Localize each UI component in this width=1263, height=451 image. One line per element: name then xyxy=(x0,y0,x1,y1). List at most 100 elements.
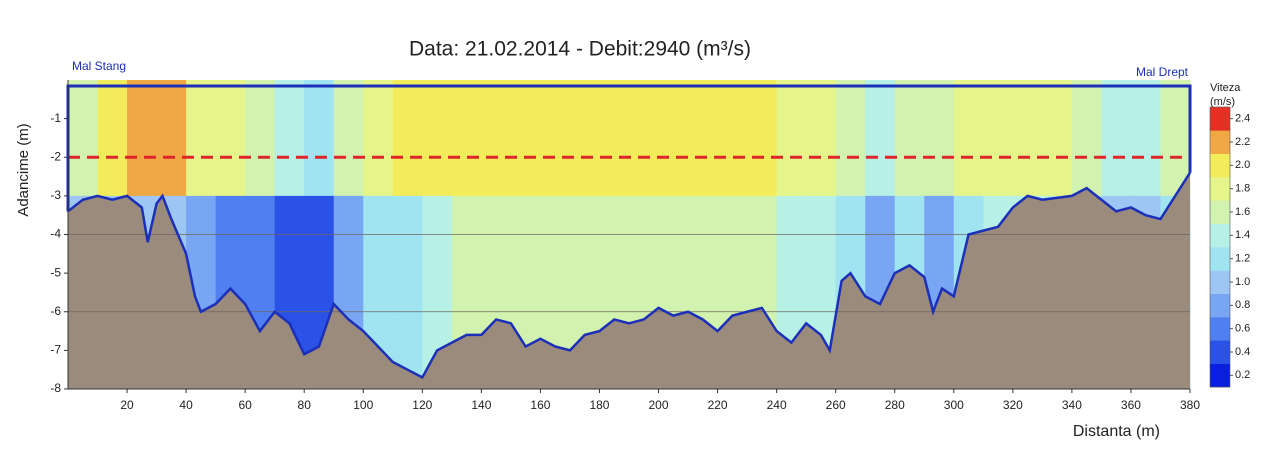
velocity-cell xyxy=(658,80,689,197)
colorbar-tick-label: 1.2 xyxy=(1235,253,1250,265)
colorbar-band xyxy=(1210,363,1230,388)
x-tick-label: 320 xyxy=(1003,398,1023,412)
velocity-cell xyxy=(97,80,128,197)
y-axis-label: Adancime (m) xyxy=(15,123,32,216)
x-tick-label: 220 xyxy=(708,398,728,412)
velocity-cell xyxy=(865,80,896,197)
velocity-cell xyxy=(392,195,423,390)
x-tick-label: 380 xyxy=(1180,398,1200,412)
y-tick-label: -6 xyxy=(50,304,61,318)
y-tick-label: -5 xyxy=(50,265,61,279)
velocity-cell xyxy=(392,80,423,197)
x-tick-label: 360 xyxy=(1121,398,1141,412)
colorbar-frame xyxy=(1209,106,1231,388)
x-tick-label: 160 xyxy=(530,398,550,412)
x-tick-label: 120 xyxy=(412,398,432,412)
colorbar-tick-label: 1.8 xyxy=(1235,183,1250,195)
colorbar-band xyxy=(1210,130,1230,154)
colorbar-band xyxy=(1210,340,1230,364)
chart-title: Data: 21.02.2014 - Debit:2940 (m³/s) xyxy=(409,38,751,61)
velocity-cell xyxy=(510,80,541,197)
x-tick-label: 280 xyxy=(885,398,905,412)
velocity-cell xyxy=(1071,80,1102,197)
velocity-cell xyxy=(156,80,187,197)
colorbar-band xyxy=(1210,153,1230,178)
colorbar-tick-label: 1.0 xyxy=(1235,276,1250,288)
colorbar-band xyxy=(1210,223,1230,248)
y-tick-label: -3 xyxy=(50,188,61,202)
velocity-cell xyxy=(333,80,364,197)
colorbar-tick-label: 0.2 xyxy=(1235,369,1250,381)
velocity-cell xyxy=(186,80,217,197)
x-tick-label: 240 xyxy=(767,398,787,412)
velocity-cell xyxy=(835,80,866,197)
velocity-cell xyxy=(688,80,719,197)
colorbar-tick-label: 2.0 xyxy=(1235,159,1250,171)
y-tick-label: -2 xyxy=(50,149,61,163)
colorbar-band xyxy=(1210,177,1230,201)
x-axis-label: Distanta (m) xyxy=(1073,423,1160,440)
river-bed xyxy=(68,172,1190,389)
velocity-cell xyxy=(924,80,955,197)
colorbar-tick-label: 0.8 xyxy=(1235,299,1250,311)
colorbar-band xyxy=(1210,107,1230,131)
x-tick-label: 180 xyxy=(589,398,609,412)
velocity-cell xyxy=(894,80,925,197)
velocity-cell xyxy=(422,80,453,197)
velocity-cell xyxy=(540,80,571,197)
x-tick-label: 200 xyxy=(649,398,669,412)
velocity-cell xyxy=(481,80,512,197)
velocity-cell xyxy=(1101,80,1132,197)
right-bank: Mal Drept xyxy=(1136,65,1189,79)
velocity-cell xyxy=(68,80,99,197)
colorbar-tick-label: 1.6 xyxy=(1235,206,1250,218)
x-tick-label: 100 xyxy=(353,398,373,412)
velocity-cell xyxy=(629,80,660,197)
bed-line xyxy=(67,172,1192,380)
velocity-cell xyxy=(363,80,394,197)
velocity-cell xyxy=(776,80,807,197)
x-tick-label: 140 xyxy=(471,398,491,412)
velocity-cell xyxy=(127,80,158,197)
velocity-cell xyxy=(1012,80,1043,197)
colorbar-tick-label: 0.4 xyxy=(1235,346,1250,358)
colorbar-band xyxy=(1210,270,1230,294)
x-tick-label: 300 xyxy=(944,398,964,412)
colorbar-unit: (m/s) xyxy=(1210,96,1235,108)
colorbar-title: Viteza xyxy=(1210,82,1241,94)
x-tick-label: 60 xyxy=(238,398,252,412)
colorbar-tick-label: 2.4 xyxy=(1235,113,1250,125)
x-tick-label: 40 xyxy=(179,398,193,412)
y-tick-label: -4 xyxy=(50,227,61,241)
velocity-cell xyxy=(1130,80,1161,197)
velocity-cell xyxy=(304,80,335,197)
velocity-cell xyxy=(569,80,600,197)
colorbar-band xyxy=(1210,247,1230,271)
colorbar-tick-label: 1.4 xyxy=(1235,229,1250,241)
velocity-cell xyxy=(215,80,246,197)
x-tick-label: 340 xyxy=(1062,398,1082,412)
x-tick-label: 20 xyxy=(120,398,134,412)
x-tick-label: 80 xyxy=(298,398,312,412)
colorbar-band xyxy=(1210,200,1230,224)
colorbar-band xyxy=(1210,317,1230,341)
velocity-cell xyxy=(599,80,630,197)
velocity-cell xyxy=(1160,80,1191,197)
velocity-cell xyxy=(806,80,837,197)
colorbar-band xyxy=(1210,293,1230,318)
velocity-cell xyxy=(1042,80,1073,197)
velocity-cell xyxy=(717,80,748,197)
velocity-cell xyxy=(953,80,984,197)
velocity-cell xyxy=(983,80,1014,197)
velocity-cell xyxy=(451,80,482,197)
velocity-cell xyxy=(245,80,276,197)
y-tick-label: -1 xyxy=(50,111,61,125)
x-tick-label: 260 xyxy=(826,398,846,412)
left-bank: Mal Stang xyxy=(72,59,126,73)
y-tick-label: -7 xyxy=(50,343,61,357)
velocity-cell xyxy=(274,80,305,197)
colorbar-tick-label: 2.2 xyxy=(1235,136,1250,148)
velocity-cell xyxy=(747,80,778,197)
colorbar-tick-label: 0.6 xyxy=(1235,323,1250,335)
